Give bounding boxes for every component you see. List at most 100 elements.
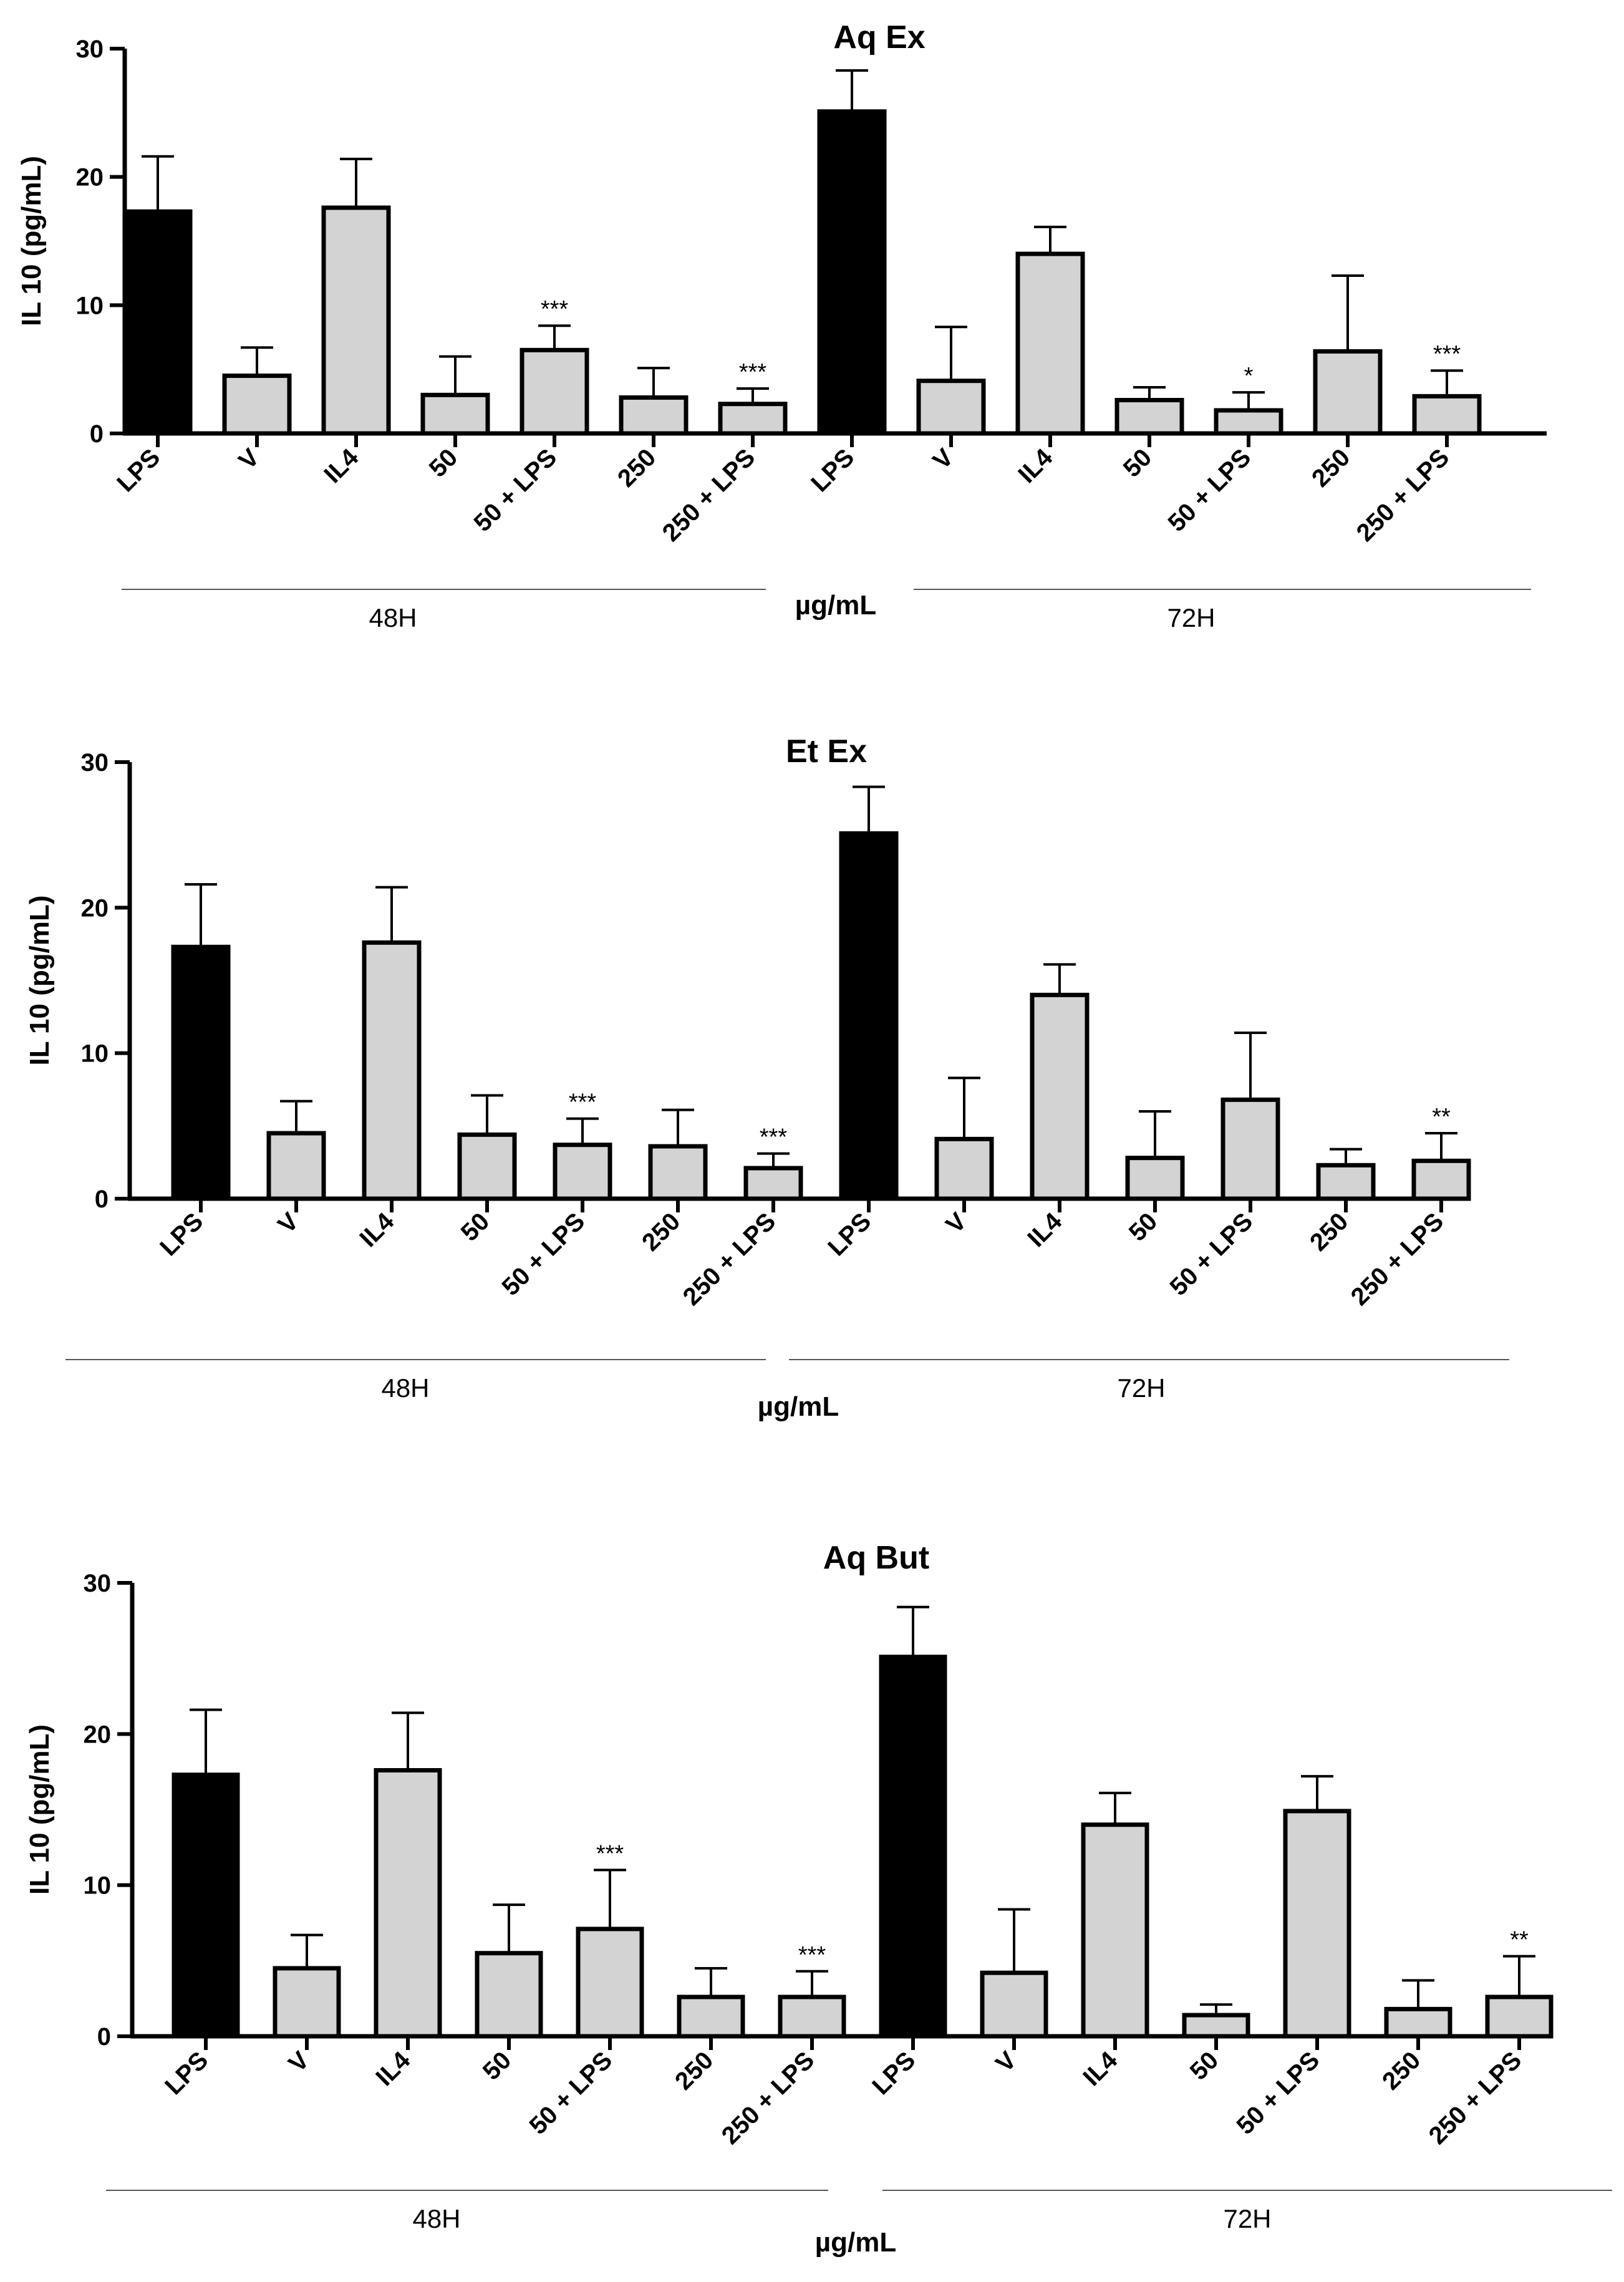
y-tick-label: 10 [84, 1872, 112, 1900]
x-tick-label: V [990, 2046, 1022, 2077]
y-tick-label: 0 [95, 1186, 109, 1213]
bar [1313, 349, 1383, 436]
bar [743, 1166, 803, 1201]
x-tick-label: 50 [1124, 1207, 1163, 1247]
bar [553, 1143, 612, 1201]
x-tick-label: 50 [456, 1207, 495, 1247]
group-label-72h: 72H [1167, 603, 1215, 632]
bar [879, 1655, 947, 2039]
x-tick-label: 250 + LPS [1351, 443, 1455, 547]
bar [648, 1144, 708, 1201]
bar [1081, 1822, 1149, 2039]
bar [1125, 1156, 1185, 1201]
bar [1384, 2006, 1452, 2039]
bar [677, 1994, 745, 2039]
chart-panel-aq-but: Aq But IL 10 (pg/mL) LPS V IL4 50 *** 50 + LPS 2… [24, 1540, 1612, 2258]
y-tick-label: 10 [81, 1040, 109, 1068]
bar [123, 209, 193, 436]
x-axis-unit-label: µg/mL [795, 590, 876, 621]
x-tick-label: 50 + LPS [1165, 1207, 1259, 1301]
bar [1283, 1809, 1351, 2039]
group-label-72h: 72H [1117, 1373, 1165, 1403]
x-tick-label: 250 + LPS [1424, 2046, 1527, 2150]
y-tick-label: 10 [76, 292, 104, 319]
x-tick-label: V [940, 1207, 972, 1239]
significance-label: *** [739, 359, 767, 385]
bar [321, 205, 391, 436]
significance-label: *** [541, 296, 569, 322]
bar [1411, 1158, 1471, 1201]
bar [576, 1927, 644, 2039]
x-tick-label: 250 [1377, 2046, 1426, 2095]
bar [817, 109, 887, 436]
bar [520, 347, 589, 436]
bar [778, 1994, 846, 2039]
bar [1182, 2013, 1250, 2039]
x-tick-label: IL4 [1013, 443, 1058, 489]
x-tick-label: 250 [637, 1207, 685, 1256]
x-axis-unit-label: µg/mL [815, 2227, 896, 2258]
x-tick-label: LPS [823, 1207, 876, 1261]
significance-label: *** [1433, 341, 1461, 367]
y-axis-label: IL 10 (pg/mL) [24, 896, 55, 1066]
x-tick-label: 250 [1305, 1207, 1353, 1256]
chart-panel-et-ex: Et Ex IL 10 (pg/mL) LPS V IL4 50 *** 50 + LPS 25… [24, 733, 1509, 1422]
significance-label: *** [798, 1942, 826, 1968]
bar [420, 392, 490, 436]
x-tick-label: IL4 [370, 2046, 416, 2092]
x-tick-label: IL4 [319, 443, 364, 489]
x-tick-label: LPS [112, 443, 165, 497]
x-tick-label: 50 [1185, 2046, 1224, 2086]
significance-label: * [1244, 363, 1254, 389]
x-tick-label: IL4 [1022, 1207, 1068, 1253]
significance-label: ** [1432, 1104, 1451, 1130]
x-tick-label: 50 + LPS [469, 443, 563, 537]
bar [266, 1131, 326, 1201]
x-tick-label: V [233, 443, 264, 475]
x-tick-label: 250 [612, 443, 661, 492]
y-axis-label: IL 10 (pg/mL) [16, 156, 47, 326]
x-tick-label: LPS [867, 2046, 921, 2100]
x-tick-label: 50 [424, 443, 463, 483]
x-tick-label: LPS [155, 1207, 208, 1261]
bar [1015, 251, 1085, 436]
x-tick-label: IL4 [1078, 2046, 1123, 2092]
bar [475, 1951, 543, 2039]
bar [1214, 408, 1283, 436]
x-tick-label: IL4 [354, 1207, 400, 1253]
x-tick-label: 50 [478, 2046, 517, 2086]
x-tick-label: 50 + LPS [524, 2046, 618, 2140]
y-tick-label: 30 [81, 749, 109, 776]
x-tick-label: 250 + LPS [717, 2046, 820, 2150]
y-tick-label: 30 [76, 36, 104, 63]
significance-label: *** [760, 1124, 788, 1151]
chart-panel-aq-ex: Aq Ex IL 10 (pg/mL) LPS V IL4 50 *** 50 + LPS 25… [16, 19, 1547, 632]
significance-label: *** [569, 1090, 597, 1116]
bar [934, 1136, 994, 1201]
bar [839, 831, 899, 1201]
bar [1485, 1994, 1554, 2039]
x-tick-label: 50 + LPS [1232, 2046, 1325, 2140]
bar [619, 395, 689, 436]
y-axis-label: IL 10 (pg/mL) [24, 1724, 55, 1895]
group-label-72h: 72H [1223, 2204, 1271, 2233]
y-tick-label: 20 [76, 164, 104, 191]
bar [374, 1767, 442, 2039]
group-label-48h: 48H [412, 2204, 460, 2233]
bar [1412, 394, 1482, 436]
x-tick-label: 250 [1307, 443, 1355, 492]
x-tick-label: V [283, 2046, 314, 2077]
bar [916, 379, 986, 436]
x-tick-label: 250 + LPS [678, 1207, 781, 1311]
x-tick-label: LPS [160, 2046, 213, 2100]
bar [1316, 1163, 1376, 1201]
bar [718, 402, 788, 436]
bar [457, 1132, 517, 1201]
x-tick-label: 50 [1118, 443, 1158, 483]
bar [273, 1966, 341, 2039]
bar [980, 1970, 1048, 2039]
x-tick-label: 250 [670, 2046, 718, 2095]
x-tick-label: 50 + LPS [497, 1207, 591, 1301]
group-label-48h: 48H [381, 1373, 429, 1403]
